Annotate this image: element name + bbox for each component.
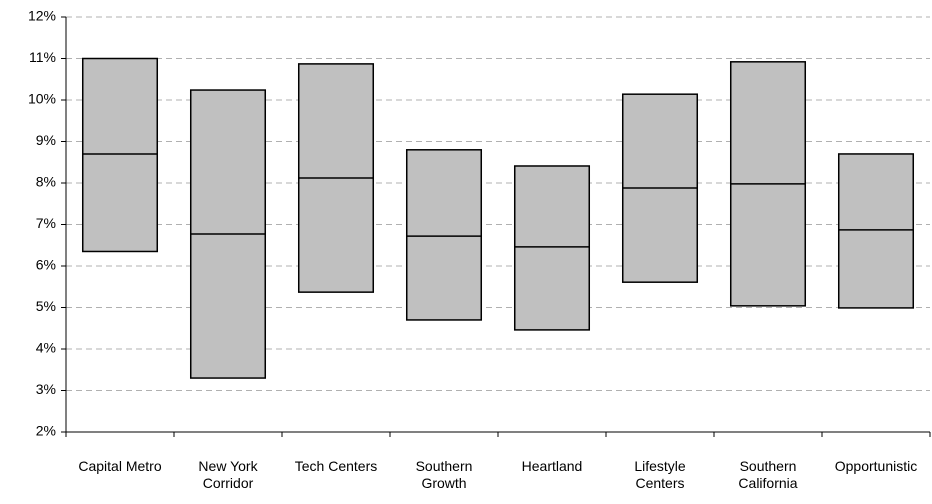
- x-tick-label: Opportunistic: [834, 458, 918, 474]
- y-tick-label: 9%: [36, 132, 56, 148]
- x-tick-label: Lifestyle Centers: [634, 458, 686, 491]
- y-tick-label: 4%: [36, 340, 56, 356]
- range-box: [837, 153, 915, 309]
- y-tick-label: 12%: [28, 8, 56, 24]
- y-tick-label: 7%: [36, 215, 56, 231]
- range-box: [81, 57, 159, 253]
- y-tick-label: 2%: [36, 423, 56, 439]
- range-box: [405, 149, 483, 321]
- x-tick-label: Tech Centers: [294, 458, 378, 474]
- y-tick-label: 10%: [28, 91, 56, 107]
- x-tick-label: Southern California: [738, 458, 798, 491]
- x-tick-label: Capital Metro: [78, 458, 162, 474]
- x-tick-label: Heartland: [521, 458, 583, 474]
- range-box: [513, 165, 591, 331]
- y-tick-label: 5%: [36, 298, 56, 314]
- y-tick-label: 8%: [36, 174, 56, 190]
- y-tick-label: 6%: [36, 257, 56, 273]
- x-tick-label: Southern Growth: [415, 458, 473, 491]
- y-tick-label: 3%: [36, 381, 56, 397]
- x-tick-label: New York Corridor: [198, 458, 258, 491]
- y-tick-label: 11%: [29, 49, 56, 65]
